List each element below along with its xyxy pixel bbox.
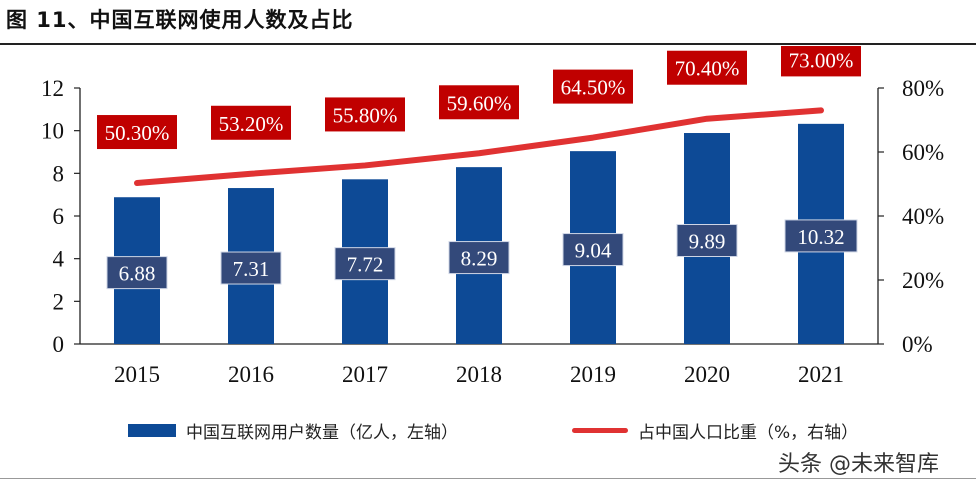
x-tick-label: 2019 bbox=[570, 362, 616, 387]
bar-label-box bbox=[562, 233, 624, 267]
y-left-tick-label: 8 bbox=[53, 161, 65, 186]
legend-line-swatch bbox=[572, 428, 628, 433]
y-left-tick-label: 6 bbox=[53, 204, 65, 229]
x-tick-label: 2021 bbox=[798, 362, 844, 387]
line-data-labels: 50.30% 53.20% 55.80% 59.60% 64.50% 70.40% 73.0… bbox=[97, 46, 861, 150]
line-data-label: 59.60% bbox=[447, 91, 512, 115]
bar-data-label: 8.29 bbox=[461, 247, 498, 271]
bar-label-box bbox=[220, 251, 282, 285]
legend-bar: 中国互联网用户数量（亿人，左轴） bbox=[128, 418, 458, 443]
legend-bar-swatch bbox=[128, 424, 176, 437]
bar-data-label: 9.04 bbox=[575, 239, 612, 263]
bar-data-label: 7.72 bbox=[347, 253, 384, 277]
line-label-box bbox=[325, 97, 405, 132]
line-label-box bbox=[781, 46, 861, 77]
y-right-tick-label: 60% bbox=[902, 140, 944, 165]
legend-bar-label: 中国互联网用户数量（亿人，左轴） bbox=[186, 423, 458, 443]
line-data-label: 73.00% bbox=[789, 48, 854, 72]
y-left-tick-label: 0 bbox=[53, 332, 65, 357]
legend-line: 占中国人口比重（%，右轴） bbox=[572, 418, 858, 443]
bar-data-label: 6.88 bbox=[119, 262, 156, 286]
figure-title: 图 11、中国互联网使用人数及占比 bbox=[6, 8, 354, 32]
line-data-label: 50.30% bbox=[105, 121, 170, 145]
figure-header: 图 11、中国互联网使用人数及占比 bbox=[0, 0, 976, 46]
y-right-tick-label: 80% bbox=[902, 76, 944, 101]
y-left-tick-label: 2 bbox=[53, 289, 65, 314]
bar-label-box bbox=[676, 224, 738, 258]
line-data-label: 64.50% bbox=[561, 76, 626, 100]
line-path bbox=[134, 107, 824, 187]
y-right-tick-label: 40% bbox=[902, 204, 944, 229]
bar-data-label: 7.31 bbox=[233, 257, 270, 281]
legend-line-label: 占中国人口比重（%，右轴） bbox=[638, 423, 859, 443]
bar-label-box bbox=[106, 256, 168, 290]
x-tick-label: 2016 bbox=[228, 362, 274, 387]
y-left-tick-label: 10 bbox=[41, 119, 64, 144]
bar-label-box bbox=[784, 219, 858, 253]
title-divider bbox=[0, 43, 976, 45]
line-data-label: 53.20% bbox=[219, 112, 284, 136]
bar-data-labels: 6.88 7.31 7.72 8.29 9.04 9.89 10.32 bbox=[106, 219, 858, 290]
line-label-box bbox=[667, 50, 747, 85]
line-series bbox=[134, 107, 824, 187]
x-tick-label: 2015 bbox=[114, 362, 160, 387]
bottom-divider bbox=[0, 478, 976, 479]
x-tick-label: 2018 bbox=[456, 362, 502, 387]
bar-data-label: 10.32 bbox=[797, 225, 844, 249]
combo-chart: 0 2 4 6 8 10 12 0% 20% 40% 60% 80% 2015 2016 2017 2018 2… bbox=[41, 46, 944, 387]
chart-axes: 0 2 4 6 8 10 12 0% 20% 40% 60% 80% 2015 2016 2017 2018 2… bbox=[41, 76, 944, 387]
line-label-box bbox=[97, 115, 177, 150]
line-data-label: 70.40% bbox=[675, 57, 740, 81]
x-tick-label: 2017 bbox=[342, 362, 388, 387]
y-right-tick-label: 0% bbox=[902, 332, 933, 357]
line-label-box bbox=[211, 105, 291, 140]
x-tick-label: 2020 bbox=[684, 362, 730, 387]
bar-data-label: 9.89 bbox=[689, 230, 726, 254]
y-left-tick-label: 12 bbox=[41, 76, 64, 101]
line-data-label: 55.80% bbox=[333, 103, 398, 127]
bar-label-box bbox=[448, 241, 510, 275]
y-left-tick-label: 4 bbox=[53, 247, 65, 272]
bar-label-box bbox=[334, 247, 396, 281]
watermark: 头条 @未来智库 bbox=[778, 452, 939, 477]
line-label-box bbox=[439, 85, 519, 120]
y-right-tick-label: 20% bbox=[902, 268, 944, 293]
line-label-box bbox=[553, 69, 633, 104]
